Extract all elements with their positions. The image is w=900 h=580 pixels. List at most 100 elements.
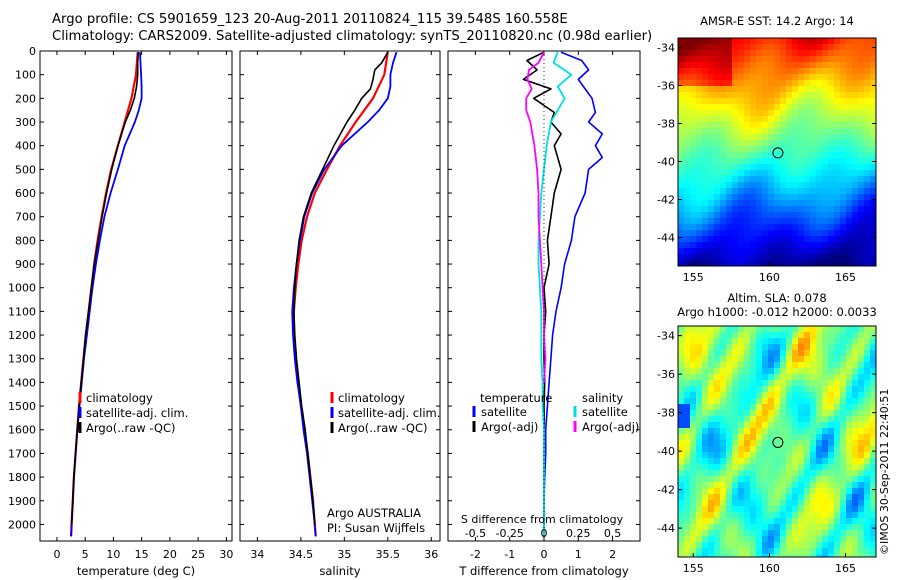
- sst-cell: [786, 164, 792, 170]
- sla-cell: [792, 458, 798, 464]
- sla-cell: [696, 422, 702, 428]
- sst-cell: [852, 80, 858, 86]
- sla-title2: Argo h1000: -0.012 h2000: 0.0033: [677, 305, 877, 319]
- sst-cell: [780, 140, 786, 146]
- sst-cell: [762, 98, 768, 104]
- sla-cell: [792, 506, 798, 512]
- sla-cell: [696, 452, 702, 458]
- diff-legend-sal-label: satellite: [582, 405, 628, 419]
- sst-cell: [864, 50, 870, 56]
- sst-cell: [762, 212, 768, 218]
- sst-cell: [810, 110, 816, 116]
- sst-xtick-label: 155: [683, 271, 704, 284]
- sla-cell: [840, 398, 846, 404]
- sst-cell: [798, 260, 804, 266]
- sla-cell: [684, 422, 690, 428]
- sst-cell: [840, 188, 846, 194]
- sla-cell: [852, 470, 858, 476]
- sla-cell: [816, 416, 822, 422]
- sst-cell: [798, 254, 804, 260]
- sst-cell: [834, 218, 840, 224]
- sst-cell: [732, 254, 738, 260]
- sst-cell: [780, 134, 786, 140]
- sla-cell: [714, 470, 720, 476]
- sst-cell: [864, 170, 870, 176]
- sla-cell: [696, 518, 702, 524]
- temp-ytick-label: 1000: [8, 282, 36, 295]
- sla-cell: [840, 356, 846, 362]
- sla-cell: [744, 362, 750, 368]
- sst-cell: [762, 200, 768, 206]
- sla-cell: [792, 350, 798, 356]
- sst-cell: [714, 182, 720, 188]
- sla-cell: [840, 344, 846, 350]
- sst-cell: [726, 260, 732, 266]
- sla-cell: [858, 554, 864, 557]
- sla-cell: [804, 434, 810, 440]
- sla-cell: [756, 476, 762, 482]
- sst-cell: [684, 38, 690, 44]
- sla-cell: [816, 434, 822, 440]
- sst-cell: [840, 74, 846, 80]
- sst-cell: [708, 134, 714, 140]
- sst-cell: [756, 224, 762, 230]
- sla-cell: [864, 524, 870, 530]
- sst-cell: [750, 188, 756, 194]
- sst-cell: [786, 56, 792, 62]
- sst-cell: [792, 200, 798, 206]
- sst-cell: [786, 200, 792, 206]
- sst-cell: [762, 182, 768, 188]
- sla-cell: [684, 518, 690, 524]
- sla-cell: [870, 362, 876, 368]
- diff-legend-temp-label: Argo(-adj): [481, 420, 538, 434]
- sla-cell: [822, 554, 828, 557]
- sla-cell: [780, 410, 786, 416]
- sla-cell: [810, 476, 816, 482]
- sst-cell: [792, 140, 798, 146]
- sla-cell: [714, 410, 720, 416]
- sst-cell: [744, 50, 750, 56]
- sst-cell: [738, 182, 744, 188]
- sst-cell: [732, 122, 738, 128]
- sla-cell: [798, 488, 804, 494]
- sst-cell: [798, 44, 804, 50]
- sla-cell: [756, 488, 762, 494]
- sla-cell: [852, 518, 858, 524]
- sla-cell: [756, 464, 762, 470]
- sst-cell: [714, 170, 720, 176]
- sla-cell: [786, 344, 792, 350]
- sst-cell: [696, 242, 702, 248]
- sla-xtick-label: 165: [835, 562, 856, 575]
- sst-cell: [720, 242, 726, 248]
- sla-cell: [810, 362, 816, 368]
- sla-cell: [810, 488, 816, 494]
- sla-ytick-label: -44: [657, 522, 675, 535]
- sst-cell: [858, 50, 864, 56]
- sla-cell: [828, 422, 834, 428]
- sla-cell: [846, 392, 852, 398]
- sla-cell: [678, 476, 684, 482]
- temp-legend-label: climatology: [86, 391, 153, 405]
- sst-cell: [804, 38, 810, 44]
- sla-cell: [714, 368, 720, 374]
- sla-cell: [714, 536, 720, 542]
- sla-cell: [756, 338, 762, 344]
- sst-cell: [732, 146, 738, 152]
- sst-cell: [738, 74, 744, 80]
- sla-cell: [732, 434, 738, 440]
- sst-ytick-label: -34: [657, 42, 675, 55]
- sla-cell: [840, 494, 846, 500]
- sla-cell: [750, 368, 756, 374]
- sst-cell: [684, 62, 690, 68]
- sla-cell: [714, 434, 720, 440]
- sst-cell: [732, 92, 738, 98]
- sla-cell: [840, 470, 846, 476]
- sla-cell: [792, 470, 798, 476]
- sla-cell: [822, 458, 828, 464]
- sla-cell: [858, 374, 864, 380]
- sla-cell: [690, 332, 696, 338]
- sst-cell: [720, 134, 726, 140]
- sst-cell: [738, 140, 744, 146]
- sla-cell: [780, 356, 786, 362]
- sla-cell: [870, 350, 876, 356]
